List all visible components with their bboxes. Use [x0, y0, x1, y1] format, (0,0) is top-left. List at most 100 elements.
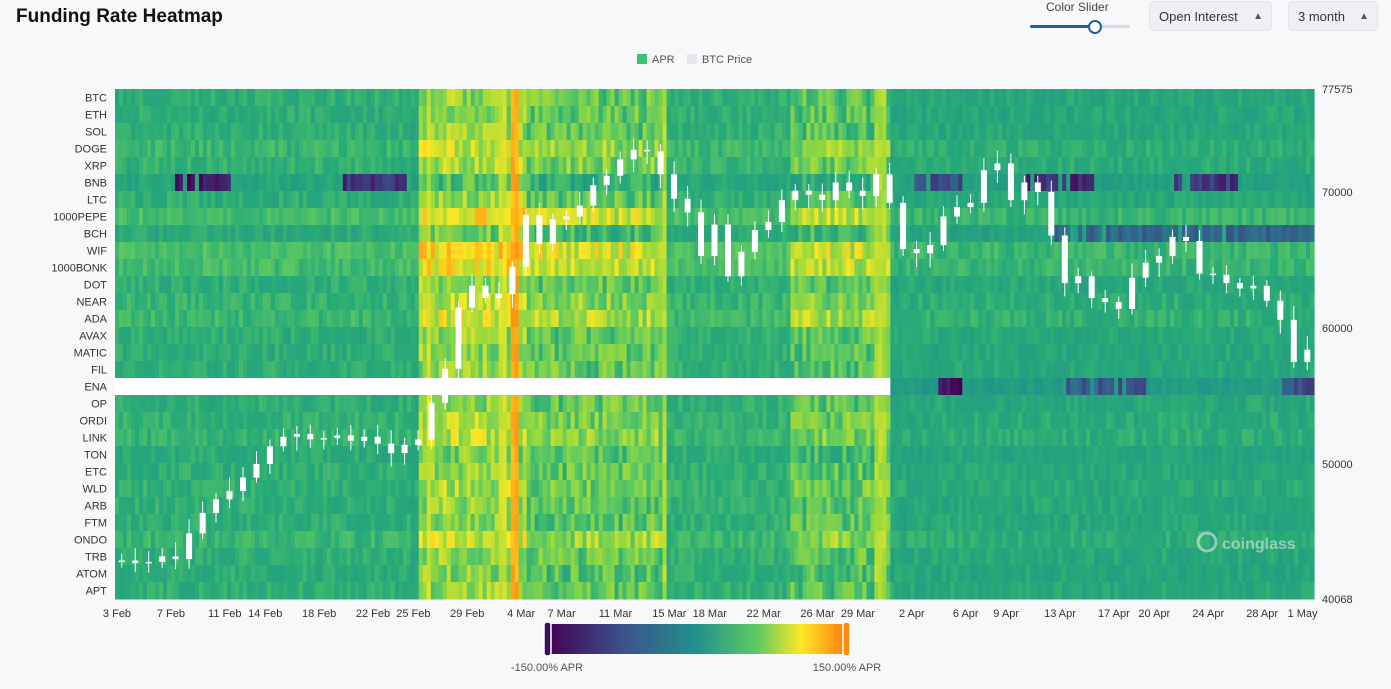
- heatmap-cell: [1262, 259, 1267, 277]
- heatmap-cell: [994, 344, 999, 362]
- heatmap-cell: [362, 225, 368, 243]
- heatmap-cell: [138, 225, 144, 243]
- heatmap-cell: [1230, 310, 1235, 328]
- heatmap-cell: [270, 191, 276, 209]
- heatmap-cell: [778, 344, 784, 362]
- heatmap-cell: [674, 344, 680, 362]
- heatmap-cell: [594, 259, 600, 277]
- heatmap-cell: [826, 191, 832, 209]
- heatmap-cell: [162, 344, 168, 362]
- heatmap-cell: [666, 208, 672, 226]
- color-slider[interactable]: Color Slider: [1030, 0, 1130, 36]
- heatmap-cell: [662, 157, 668, 175]
- heatmap-cell: [458, 276, 464, 294]
- heatmap-cell: [354, 174, 360, 192]
- heatmap-cell: [782, 140, 788, 158]
- heatmap-cell: [1282, 225, 1287, 243]
- heatmap-cell: [946, 327, 951, 345]
- heatmap-cell: [182, 242, 188, 260]
- heatmap-cell: [466, 157, 472, 175]
- heatmap-cell: [206, 106, 212, 124]
- heatmap-cell: [466, 327, 472, 345]
- heatmap-cell: [402, 191, 408, 209]
- heatmap-cell: [126, 361, 132, 379]
- heatmap-cell: [262, 293, 268, 311]
- heatmap-cell: [806, 106, 812, 124]
- heatmap-cell: [470, 208, 476, 226]
- heatmap-cell: [1058, 327, 1063, 345]
- heatmap-cell: [146, 259, 152, 277]
- heatmap-cell: [946, 106, 951, 124]
- heatmap-cell: [958, 225, 963, 243]
- heatmap-cell: [254, 174, 260, 192]
- heatmap-cell: [162, 361, 168, 379]
- heatmap-cell: [202, 344, 208, 362]
- heatmap-cell: [986, 89, 991, 107]
- heatmap-cell: [1122, 157, 1127, 175]
- heatmap-cell: [1198, 327, 1203, 345]
- heatmap-cell: [826, 310, 832, 328]
- heatmap-cell: [1194, 123, 1199, 141]
- heatmap-cell: [462, 89, 468, 107]
- heatmap-cell: [418, 361, 424, 379]
- heatmap-cell: [862, 310, 867, 328]
- heatmap-cell: [670, 191, 676, 209]
- heatmap-cell: [1174, 157, 1179, 175]
- heatmap-cell: [874, 310, 879, 328]
- heatmap-cell: [178, 242, 184, 260]
- heatmap-cell: [318, 361, 324, 379]
- heatmap-cell: [286, 259, 292, 277]
- heatmap-cell: [1266, 242, 1271, 260]
- heatmap-cell: [602, 89, 608, 107]
- heatmap-cell: [670, 310, 676, 328]
- heatmap-cell: [338, 123, 344, 141]
- heatmap-cell: [482, 157, 488, 175]
- legend-btc-price[interactable]: BTC Price: [687, 54, 752, 66]
- heatmap-cell: [1130, 208, 1135, 226]
- heatmap-cell: [466, 344, 472, 362]
- heatmap-cell: [234, 123, 240, 141]
- heatmap-cell: [474, 225, 480, 243]
- heatmap-cell: [510, 310, 516, 328]
- heatmap-cell: [1238, 242, 1243, 260]
- heatmap-cell: [966, 191, 971, 209]
- heatmap-cell: [858, 191, 863, 209]
- heatmap-cell: [330, 225, 336, 243]
- heatmap-cell: [1118, 140, 1123, 158]
- heatmap-cell: [350, 361, 356, 379]
- heatmap-cell: [202, 157, 208, 175]
- heatmap-cell: [798, 225, 804, 243]
- heatmap-cell: [262, 361, 268, 379]
- heatmap-cell: [1070, 140, 1075, 158]
- color-slider-track[interactable]: [1030, 20, 1130, 34]
- heatmap-cell: [418, 259, 424, 277]
- heatmap-cell: [242, 174, 248, 192]
- heatmap-cell: [782, 361, 788, 379]
- heatmap-cell: [562, 361, 568, 379]
- heatmap-cell: [790, 259, 796, 277]
- heatmap-cell: [1114, 89, 1119, 107]
- heatmap-cell: [882, 140, 887, 158]
- heatmap-cell: [594, 106, 600, 124]
- heatmap-cell: [486, 242, 492, 260]
- heatmap-cell: [814, 157, 820, 175]
- heatmap-cell: [386, 208, 392, 226]
- heatmap-cell: [818, 208, 824, 226]
- metric-select[interactable]: Open Interest ▲: [1149, 1, 1272, 31]
- heatmap-cell: [574, 157, 580, 175]
- heatmap-cell: [115, 191, 120, 209]
- heatmap-cell: [210, 225, 216, 243]
- heatmap-cell: [470, 140, 476, 158]
- heatmap-cell: [574, 259, 580, 277]
- heatmap-cell: [834, 106, 839, 124]
- heatmap-cell: [1298, 140, 1303, 158]
- heatmap-cell: [522, 259, 528, 277]
- color-slider-thumb[interactable]: [1088, 20, 1102, 34]
- heatmap-cell: [302, 225, 308, 243]
- heatmap-cell: [158, 344, 164, 362]
- heatmap-cell: [1138, 327, 1143, 345]
- heatmap-cell: [722, 259, 728, 277]
- legend-apr[interactable]: APR: [637, 54, 675, 66]
- heatmap-cell: [166, 89, 172, 107]
- range-select[interactable]: 3 month ▲: [1288, 1, 1378, 31]
